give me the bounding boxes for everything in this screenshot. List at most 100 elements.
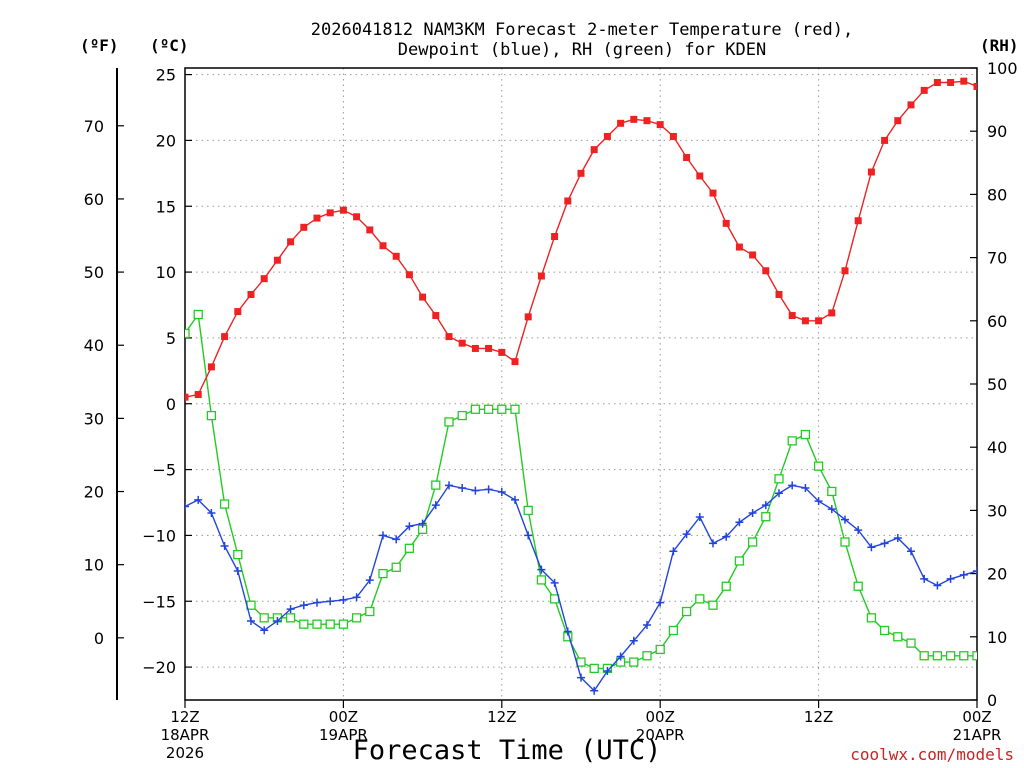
- rh-point: [708, 600, 718, 610]
- rh-point: [655, 644, 665, 655]
- dewpoint-point: [973, 566, 977, 575]
- dewpoint-point: [484, 485, 493, 494]
- dewpoint-point: [220, 541, 229, 550]
- 2-meter-temperature-point: [326, 209, 334, 217]
- 2-meter-temperature-point: [392, 252, 400, 260]
- 2-meter-temperature-point: [907, 101, 915, 109]
- rh-point: [853, 581, 863, 591]
- 2-meter-temperature-point: [194, 391, 202, 399]
- 2-meter-temperature-point: [762, 267, 770, 275]
- rh-tick-label: 90: [987, 122, 1007, 141]
- rh-point: [840, 537, 850, 547]
- dewpoint-point: [299, 601, 308, 610]
- rh-point: [510, 404, 520, 414]
- rh-point: [668, 625, 679, 636]
- rh-axis: 0 10 20 30 40 50 60 70 80 90 100: [970, 59, 1018, 710]
- dewpoint-point: [735, 518, 744, 527]
- time-tick-label-line: 12Z: [487, 708, 516, 726]
- dewpoint-point: [709, 539, 717, 548]
- rh-point: [787, 436, 797, 446]
- rh-point: [813, 461, 824, 471]
- rh-point: [747, 537, 758, 547]
- 2-meter-temperature-point: [564, 197, 572, 205]
- 2-meter-temperature-point: [458, 339, 466, 347]
- 2-meter-temperature-point: [788, 312, 796, 320]
- dewpoint-point: [695, 512, 704, 521]
- rh-point: [325, 619, 335, 629]
- chart-title-line-2: Dewpoint (blue), RH (green) for KDEN: [398, 40, 766, 60]
- 2-meter-temperature-point: [603, 132, 611, 140]
- dewpoint-point: [616, 652, 625, 661]
- rh-tick-label: 50: [987, 375, 1007, 394]
- 2-meter-temperature-point: [339, 206, 347, 214]
- fahrenheit-tick-label: 40: [84, 336, 104, 355]
- rh-tick-label: 40: [987, 438, 1007, 457]
- rh-point: [351, 613, 362, 623]
- dewpoint-point: [471, 486, 480, 495]
- dewpoint-point: [511, 495, 519, 504]
- rh-point: [391, 562, 401, 572]
- 2-meter-temperature-point: [247, 290, 255, 298]
- rh-point: [549, 594, 560, 604]
- rh-point: [827, 486, 837, 497]
- 2-meter-temperature-point: [300, 223, 308, 231]
- rh-point: [444, 417, 454, 427]
- fahrenheit-tick-label: 30: [84, 409, 104, 428]
- dewpoint-point: [550, 578, 559, 587]
- time-tick-label-line: 00Z: [329, 708, 358, 726]
- rh-point: [734, 556, 745, 566]
- rh-point: [576, 657, 586, 667]
- celsius-axis: −20 −15 −10 −5 0 5 10 15 20 25: [142, 66, 192, 677]
- 2-meter-temperature-point: [960, 77, 968, 85]
- 2-meter-temperature-point: [590, 146, 598, 154]
- chart-title-line-1: 2026041812 NAM3KM Forecast 2-meter Tempe…: [311, 20, 853, 40]
- rh-point: [945, 651, 956, 661]
- dewpoint-point: [537, 565, 546, 574]
- rh-tick-label: 30: [987, 501, 1007, 520]
- rh-tick-label: 100: [987, 59, 1018, 78]
- dewpoint-point: [286, 605, 295, 614]
- rh-point: [774, 474, 784, 484]
- fahrenheit-tick-label: 70: [84, 117, 104, 136]
- dewpoint-point: [379, 531, 387, 540]
- 2-meter-temperature-point: [511, 358, 519, 366]
- rh-point: [299, 619, 309, 629]
- fahrenheit-unit-label: (ºF): [80, 36, 119, 55]
- dewpoint-point: [788, 481, 797, 490]
- dewpoint-point: [814, 497, 823, 506]
- celsius-unit-label: (ºC): [150, 36, 189, 55]
- dewpoint-point: [656, 598, 665, 607]
- 2-meter-temperature-point: [551, 233, 559, 241]
- rh-point: [800, 429, 811, 440]
- time-tick-label-line: 12Z: [804, 708, 833, 726]
- rh-point: [338, 619, 349, 629]
- dewpoint-point: [418, 519, 427, 528]
- 2-meter-temperature-point: [485, 344, 493, 352]
- time-tick-label-line: 19APR: [319, 726, 368, 744]
- time-tick-label: 12Z: [487, 708, 516, 726]
- dewpoint-point: [920, 574, 929, 583]
- 2-meter-temperature-point: [432, 312, 440, 320]
- rh-point: [589, 663, 599, 674]
- celsius-tick-label: 15: [156, 197, 176, 216]
- rh-point: [761, 512, 771, 522]
- dewpoint-point: [682, 530, 691, 539]
- dewpoint-point: [722, 532, 731, 541]
- 2-meter-temperature-point: [815, 317, 823, 325]
- celsius-tick-label: −10: [142, 526, 176, 545]
- time-tick-label-line: 2026: [166, 744, 204, 762]
- 2-meter-temperature-point: [643, 117, 651, 125]
- rh-point: [866, 613, 877, 623]
- 2-meter-temperature-point: [709, 189, 717, 197]
- rh-point: [879, 625, 890, 636]
- 2-meter-temperature-point: [313, 214, 321, 222]
- rh-point: [497, 404, 507, 414]
- dewpoint-point: [577, 673, 585, 682]
- time-tick-label-line: 20APR: [636, 726, 685, 744]
- rh-unit-label: (RH): [980, 36, 1019, 55]
- dewpoint-point: [431, 501, 440, 510]
- 2-meter-temperature-point: [207, 363, 215, 371]
- dewpoint-point: [194, 495, 203, 504]
